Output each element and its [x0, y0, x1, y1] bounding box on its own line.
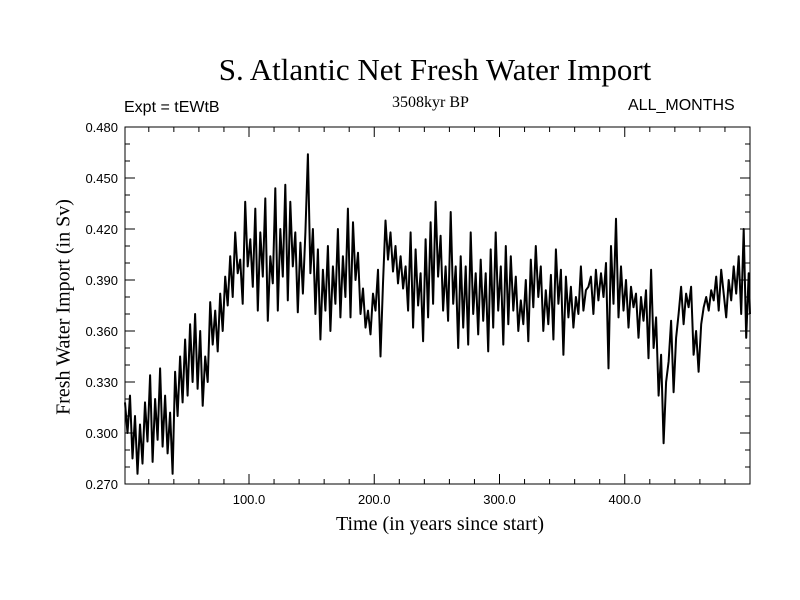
axis-tick-labels: 100.0 200.0 300.0 400.0 0.270 0.300 0.330 0.360…: [85, 120, 641, 507]
y-tick-label: 0.450: [85, 171, 118, 186]
x-tick-label: 400.0: [608, 492, 641, 507]
y-tick-label: 0.420: [85, 222, 118, 237]
y-tick-label: 0.330: [85, 375, 118, 390]
months-label: ALL_MONTHS: [628, 97, 735, 114]
x-tick-label: 100.0: [233, 492, 266, 507]
experiment-label: Expt = tEWtB: [124, 99, 220, 116]
series-line: [124, 153, 751, 475]
y-tick-label: 0.300: [85, 426, 118, 441]
y-tick-label: 0.480: [85, 120, 118, 135]
x-tick-label: 200.0: [358, 492, 391, 507]
period-label: 3508kyr BP: [392, 94, 469, 111]
plot-area-frame: [124, 126, 751, 485]
y-tick-label: 0.270: [85, 477, 118, 492]
chart-title: S. Atlantic Net Fresh Water Import: [218, 52, 652, 87]
x-tick-label: 300.0: [483, 492, 516, 507]
y-tick-label: 0.390: [85, 273, 118, 288]
y-tick-label: 0.360: [85, 324, 118, 339]
x-axis-label: Time (in years since start): [335, 513, 545, 535]
